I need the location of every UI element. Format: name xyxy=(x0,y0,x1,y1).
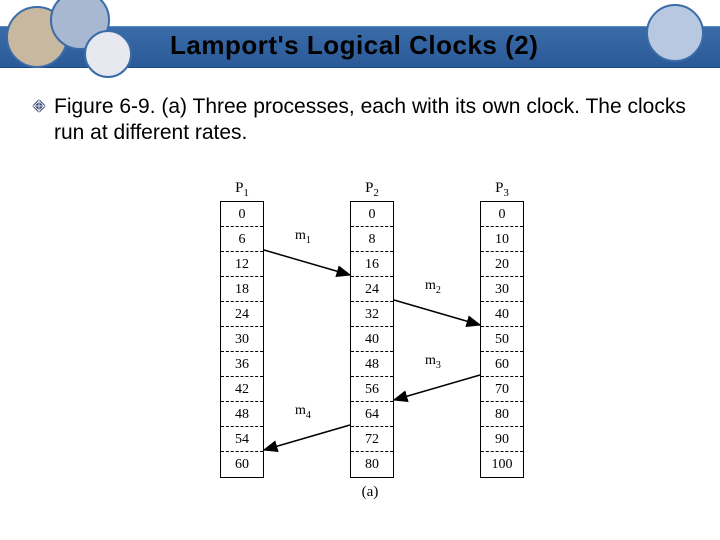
slide-title: Lamport's Logical Clocks (2) xyxy=(170,30,538,61)
message-arrow xyxy=(394,300,480,325)
message-label: m2 xyxy=(425,278,441,296)
process-header: P3 xyxy=(480,180,524,199)
process-header: P2 xyxy=(350,180,394,199)
tick-cell: 72 xyxy=(351,427,393,452)
tick-cell: 90 xyxy=(481,427,523,452)
tick-cell: 50 xyxy=(481,327,523,352)
diamond-bullet-icon xyxy=(32,99,46,113)
tick-cell: 70 xyxy=(481,377,523,402)
process-header: P1 xyxy=(220,180,264,199)
tick-cell: 36 xyxy=(221,352,263,377)
tick-cell: 20 xyxy=(481,252,523,277)
tick-cell: 40 xyxy=(351,327,393,352)
tick-cell: 80 xyxy=(351,452,393,477)
bullet-row: Figure 6-9. (a) Three processes, each wi… xyxy=(32,94,692,147)
bullet-text: Figure 6-9. (a) Three processes, each wi… xyxy=(54,94,692,147)
tick-cell: 0 xyxy=(481,202,523,227)
tick-cell: 60 xyxy=(221,452,263,477)
process-box: 08162432404856647280 xyxy=(350,201,394,478)
tick-cell: 30 xyxy=(221,327,263,352)
tick-cell: 18 xyxy=(221,277,263,302)
header-deco-left xyxy=(0,0,150,78)
tick-cell: 54 xyxy=(221,427,263,452)
tick-cell: 80 xyxy=(481,402,523,427)
process-box: 0102030405060708090100 xyxy=(480,201,524,478)
tick-cell: 40 xyxy=(481,302,523,327)
diagram: P106121824303642485460P20816243240485664… xyxy=(200,180,540,520)
tick-cell: 10 xyxy=(481,227,523,252)
process-column: P1 06121824303642485460 xyxy=(220,180,264,478)
tick-cell: 42 xyxy=(221,377,263,402)
tick-cell: 8 xyxy=(351,227,393,252)
process-column: P2 08162432404856647280 xyxy=(350,180,394,478)
body: Figure 6-9. (a) Three processes, each wi… xyxy=(32,94,692,147)
tick-cell: 12 xyxy=(221,252,263,277)
tick-cell: 6 xyxy=(221,227,263,252)
tick-cell: 24 xyxy=(221,302,263,327)
tick-cell: 16 xyxy=(351,252,393,277)
message-label: m3 xyxy=(425,353,441,371)
tick-cell: 56 xyxy=(351,377,393,402)
message-arrow xyxy=(264,250,350,275)
tick-cell: 32 xyxy=(351,302,393,327)
message-label: m4 xyxy=(295,403,311,421)
tick-cell: 48 xyxy=(351,352,393,377)
tick-cell: 0 xyxy=(221,202,263,227)
header-deco-right xyxy=(640,0,710,78)
message-arrow xyxy=(264,425,350,450)
tick-cell: 0 xyxy=(351,202,393,227)
message-arrow xyxy=(394,375,480,400)
tick-cell: 60 xyxy=(481,352,523,377)
figure-label: (a) xyxy=(200,484,540,501)
message-label: m1 xyxy=(295,228,311,246)
process-column: P3 0102030405060708090100 xyxy=(480,180,524,478)
tick-cell: 24 xyxy=(351,277,393,302)
process-box: 06121824303642485460 xyxy=(220,201,264,478)
tick-cell: 64 xyxy=(351,402,393,427)
header-bar: Lamport's Logical Clocks (2) xyxy=(0,0,720,78)
tick-cell: 30 xyxy=(481,277,523,302)
tick-cell: 48 xyxy=(221,402,263,427)
tick-cell: 100 xyxy=(481,452,523,477)
